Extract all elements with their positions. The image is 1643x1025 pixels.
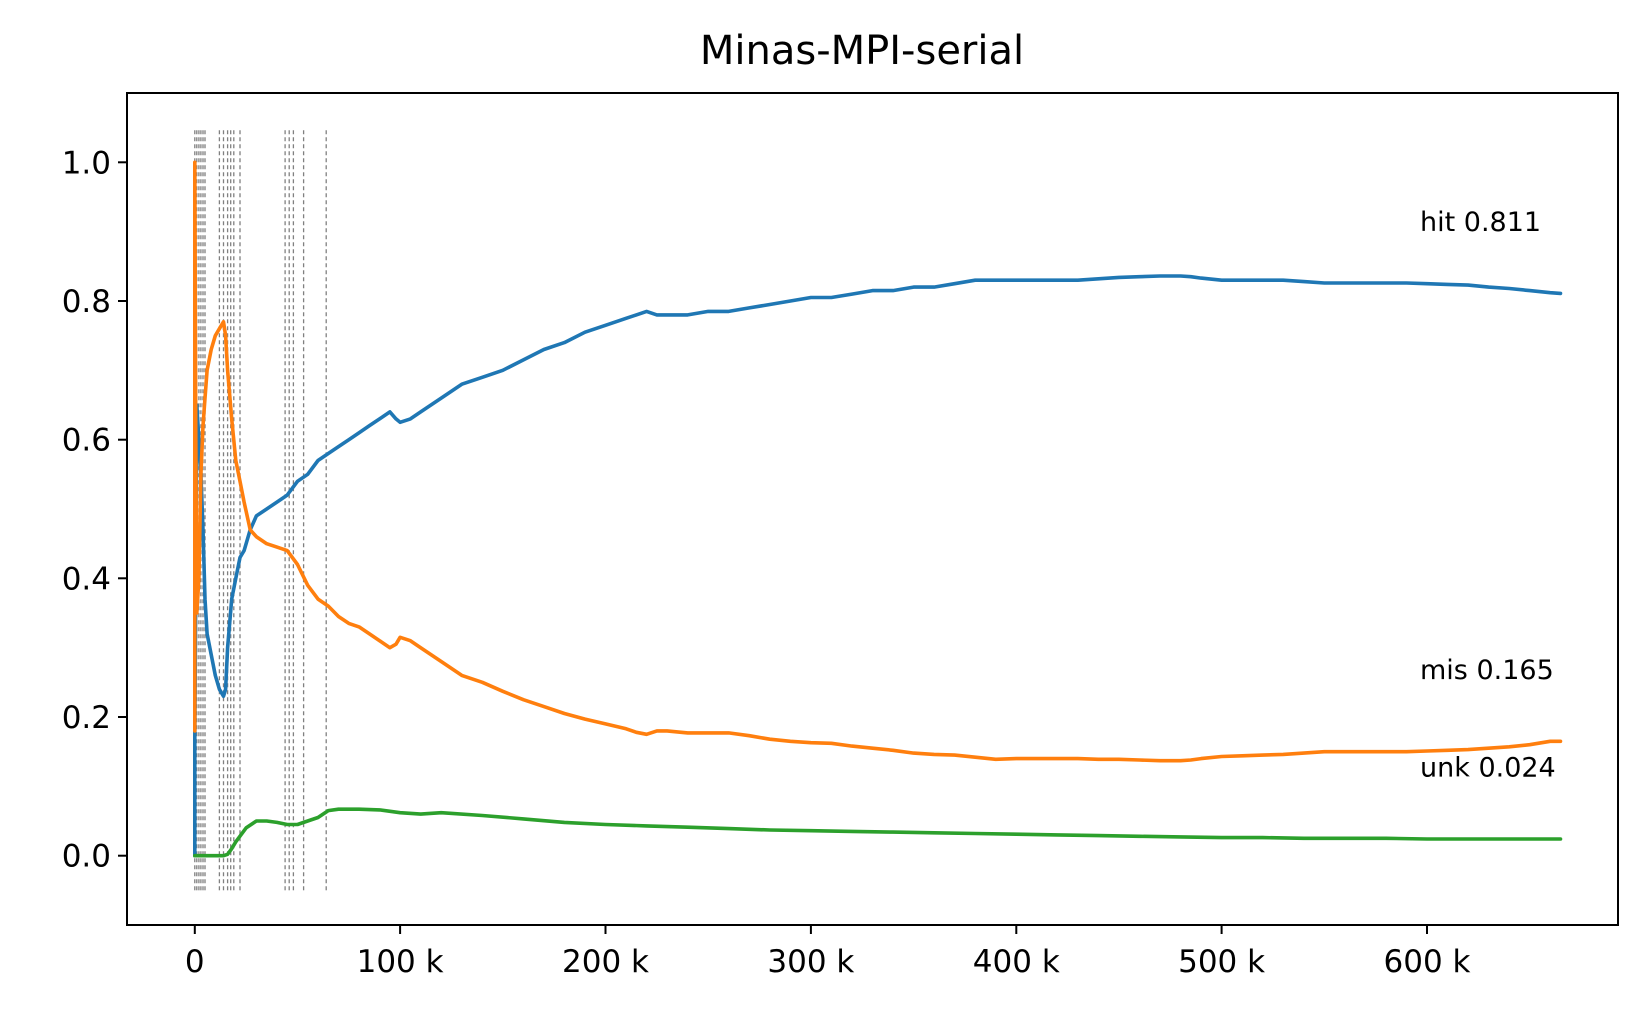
- x-axis: 0 100 k 200 k 300 k 400 k 500 k 600 k: [185, 925, 1471, 980]
- x-tick-label: 200 k: [562, 944, 649, 980]
- y-tick-label: 0.2: [62, 700, 111, 736]
- event-lines: [194, 127, 327, 891]
- y-tick-label: 1.0: [62, 145, 111, 181]
- x-tick-label: 300 k: [767, 944, 854, 980]
- series-label-mis: mis 0.165: [1420, 655, 1554, 686]
- series-lines: [193, 160, 1563, 858]
- y-tick-label: 0.0: [62, 839, 111, 875]
- y-tick-label: 0.6: [62, 423, 111, 459]
- series-line-hit: [193, 274, 1563, 858]
- y-tick-label: 0.8: [62, 284, 111, 320]
- chart-title: Minas-MPI-serial: [700, 28, 1024, 74]
- x-tick-label: 500 k: [1178, 944, 1265, 980]
- x-tick-label: 400 k: [973, 944, 1060, 980]
- x-tick-label: 0: [185, 944, 205, 980]
- series-labels: hit 0.811 mis 0.165 unk 0.024: [1420, 207, 1556, 784]
- series-label-hit: hit 0.811: [1420, 207, 1541, 238]
- y-axis: 0.0 0.2 0.4 0.6 0.8 1.0: [62, 145, 127, 875]
- series-line-mis: [193, 160, 1563, 763]
- series-label-unk: unk 0.024: [1420, 753, 1556, 784]
- plot-frame: [126, 92, 1619, 926]
- x-tick-label: 600 k: [1384, 944, 1471, 980]
- y-tick-label: 0.4: [62, 561, 111, 597]
- series-line-unk: [193, 807, 1563, 858]
- x-tick-label: 100 k: [357, 944, 444, 980]
